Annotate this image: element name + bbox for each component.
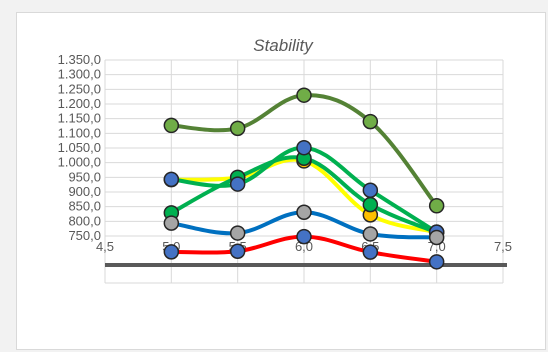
chart-area: Stability 750,0 800,0 850,0 900,0 950,0 1.000…: [16, 12, 546, 350]
y-tick-label: 1.050,0: [58, 140, 101, 155]
data-point-1: [229, 120, 246, 137]
y-tick-label: 1.100,0: [58, 125, 101, 140]
line-chart: Stability 750,0800,0850,0900,0950,01.000…: [58, 36, 512, 284]
y-tick-label: 900,0: [68, 184, 101, 199]
data-point-5: [296, 204, 312, 220]
data-point-6: [296, 228, 312, 245]
data-point-1: [163, 117, 180, 134]
data-point-6: [428, 254, 445, 270]
data-point-6: [229, 243, 246, 260]
y-tick-label: 750,0: [68, 228, 101, 243]
data-point-6: [362, 244, 379, 260]
data-point-4: [362, 182, 379, 198]
y-tick-label: 850,0: [68, 199, 101, 214]
data-point-6: [163, 244, 180, 260]
data-point-4: [229, 176, 246, 192]
data-point-4: [163, 171, 180, 188]
data-point-1: [296, 87, 312, 103]
data-point-4: [296, 139, 312, 156]
y-tick-label: 1.200,0: [58, 96, 101, 111]
y-tick-label: 1.250,0: [58, 81, 101, 96]
y-tick-label: 1.000,0: [58, 155, 101, 170]
data-point-1: [362, 113, 379, 130]
y-tick-label: 1.300,0: [58, 67, 101, 82]
data-point-5: [229, 225, 246, 241]
x-tick-label: 4,5: [96, 239, 114, 254]
chart-title: Stability: [253, 36, 314, 55]
series-layer: [163, 87, 445, 270]
data-point-5: [362, 226, 379, 242]
y-tick-label: 950,0: [68, 169, 101, 184]
data-point-5: [163, 215, 180, 231]
y-tick-label: 800,0: [68, 213, 101, 228]
data-point-5: [428, 229, 445, 246]
data-point-3: [362, 196, 379, 213]
x-tick-label: 7,5: [494, 239, 512, 254]
y-tick-label: 1.350,0: [58, 52, 101, 67]
data-point-1: [428, 198, 445, 214]
y-tick-label: 1.150,0: [58, 111, 101, 126]
y-axis-ticks: 750,0800,0850,0900,0950,01.000,01.050,01…: [58, 52, 101, 243]
